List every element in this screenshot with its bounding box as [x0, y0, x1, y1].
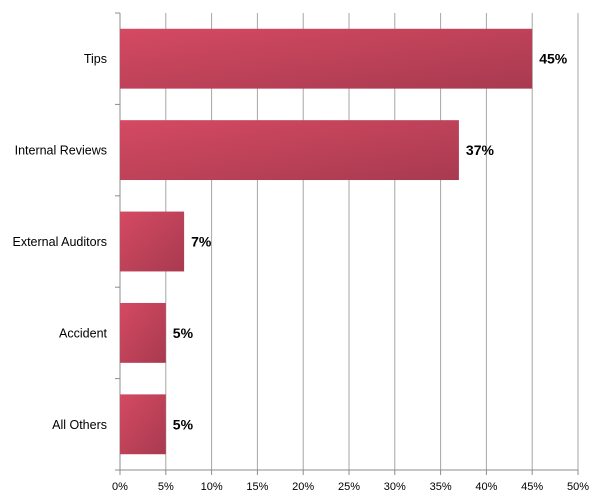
- bar-accident: [120, 302, 166, 363]
- x-tick-label: 5%: [158, 481, 174, 493]
- data-label: 5%: [173, 325, 194, 341]
- data-label: 5%: [173, 416, 194, 432]
- x-tick-label: 20%: [292, 481, 314, 493]
- gridlines: [165, 13, 579, 470]
- category-label: Internal Reviews: [15, 144, 107, 158]
- category-label: All Others: [52, 418, 107, 432]
- bar-tips: [120, 28, 533, 89]
- category-label: Tips: [84, 52, 107, 66]
- data-label: 7%: [191, 234, 212, 250]
- x-tick-label: 40%: [475, 481, 497, 493]
- bar-internal-reviews: [120, 120, 459, 181]
- category-label: External Auditors: [13, 235, 108, 249]
- bars: [120, 28, 533, 455]
- bar-external-auditors: [120, 211, 185, 272]
- labels: 0% 5% 10% 15% 20% 25% 30% 35% 40% 45% 50% Tips 45% In…: [13, 51, 590, 493]
- x-tick-label: 45%: [521, 481, 543, 493]
- x-tick-label: 0%: [112, 481, 128, 493]
- x-tick-label: 25%: [338, 481, 360, 493]
- x-tick-label: 35%: [430, 481, 452, 493]
- x-tick-label: 10%: [201, 481, 223, 493]
- data-label: 45%: [539, 51, 568, 67]
- x-tick-label: 15%: [246, 481, 268, 493]
- x-tick-label: 30%: [384, 481, 406, 493]
- bar-all-others: [120, 394, 166, 455]
- category-label: Accident: [59, 326, 107, 340]
- x-tick-label: 50%: [567, 481, 589, 493]
- data-label: 37%: [466, 142, 495, 158]
